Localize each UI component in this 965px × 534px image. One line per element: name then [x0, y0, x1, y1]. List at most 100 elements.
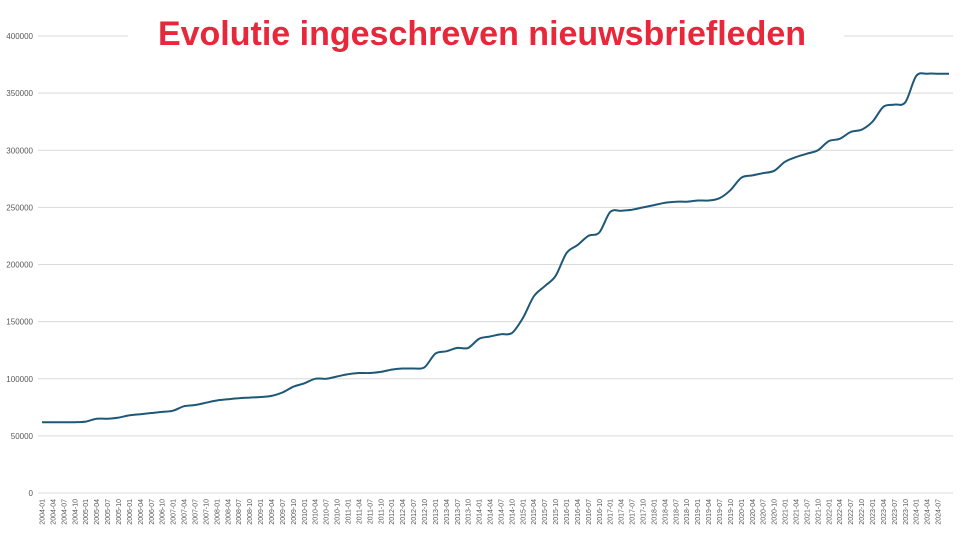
x-tick-label: 2014-04 [488, 499, 495, 525]
y-tick-label: 200000 [6, 261, 33, 270]
data-point [249, 397, 251, 399]
data-point [96, 418, 98, 420]
data-point [620, 210, 622, 212]
data-point [434, 353, 436, 355]
y-tick-label: 150000 [6, 318, 33, 327]
data-point [227, 398, 229, 400]
data-point [380, 371, 382, 373]
data-point [478, 338, 480, 340]
data-point [948, 73, 950, 75]
data-point [915, 75, 917, 77]
x-tick-label: 2020-01 [739, 499, 746, 525]
y-tick-label: 50000 [11, 432, 34, 441]
x-tick-label: 2016-07 [586, 499, 593, 525]
x-tick-label: 2004-07 [61, 499, 68, 525]
data-point [216, 400, 218, 402]
x-tick-label: 2009-04 [269, 499, 276, 525]
x-tick-label: 2010-04 [313, 499, 320, 525]
data-point [675, 201, 677, 203]
data-point [413, 368, 415, 370]
x-tick-label: 2023-07 [892, 499, 899, 525]
x-tick-label: 2024-07 [936, 499, 943, 525]
x-tick-label: 2016-10 [597, 499, 604, 525]
x-tick-label: 2006-07 [149, 499, 156, 525]
x-tick-label: 2010-10 [335, 499, 342, 525]
x-tick-label: 2017-07 [630, 499, 637, 525]
x-tick-label: 2004-01 [40, 499, 47, 525]
x-tick-label: 2016-04 [575, 499, 582, 525]
x-tick-label: 2019-01 [695, 499, 702, 525]
data-point [544, 285, 546, 287]
data-point [522, 317, 524, 319]
x-tick-label: 2021-01 [783, 499, 790, 525]
x-tick-label: 2018-01 [651, 499, 658, 525]
data-point [926, 73, 928, 75]
x-tick-label: 2024-01 [914, 499, 921, 525]
data-point [205, 402, 207, 404]
y-tick-label: 100000 [6, 375, 33, 384]
x-tick-label: 2007-07 [192, 499, 199, 525]
x-tick-label: 2017-10 [641, 499, 648, 525]
x-tick-label: 2004-04 [50, 499, 57, 525]
y-tick-label: 300000 [6, 146, 33, 155]
data-point [740, 177, 742, 179]
data-point [795, 156, 797, 158]
chart-title: Evolutie ingeschreven nieuwsbriefleden [158, 15, 806, 53]
data-point [358, 372, 360, 374]
x-tick-label: 2008-07 [236, 499, 243, 525]
data-point [686, 201, 688, 203]
data-point [347, 373, 349, 375]
x-tick-label: 2011-01 [345, 499, 352, 524]
data-point [467, 347, 469, 349]
x-tick-label: 2006-04 [138, 499, 145, 525]
x-tick-label: 2006-01 [127, 499, 134, 525]
data-point [708, 200, 710, 202]
data-point [609, 211, 611, 213]
data-point [697, 200, 699, 202]
x-tick-label: 2011-04 [356, 499, 363, 524]
x-tick-label: 2018-04 [662, 499, 669, 525]
x-tick-label: 2024-04 [925, 499, 932, 525]
data-point [566, 252, 568, 254]
data-point [806, 153, 808, 155]
data-point [424, 366, 426, 368]
data-point [653, 204, 655, 206]
x-tick-label: 2016-01 [564, 499, 571, 525]
x-tick-label: 2023-01 [870, 499, 877, 525]
data-point [577, 244, 579, 246]
data-point [260, 396, 262, 398]
data-point [74, 421, 76, 423]
data-point [642, 206, 644, 208]
x-tick-label: 2004-10 [72, 499, 79, 525]
data-point [194, 404, 196, 406]
x-tick-label: 2023-04 [881, 499, 888, 525]
data-point [664, 202, 666, 204]
data-point [587, 235, 589, 237]
y-tick-label: 400000 [6, 32, 33, 41]
x-tick-label: 2022-01 [826, 499, 833, 525]
x-tick-label: 2005-04 [94, 499, 101, 525]
x-tick-label: 2012-07 [411, 499, 418, 525]
data-point [533, 296, 535, 298]
data-point [391, 369, 393, 371]
x-tick-label: 2020-04 [750, 499, 757, 525]
x-tick-label: 2008-04 [225, 499, 232, 525]
data-point [325, 378, 327, 380]
x-tick-label: 2021-04 [794, 499, 801, 525]
x-tick-label: 2017-01 [608, 499, 615, 525]
x-tick-label: 2022-07 [848, 499, 855, 525]
data-point [719, 197, 721, 199]
x-tick-label: 2014-10 [509, 499, 516, 525]
x-tick-label: 2012-01 [389, 499, 396, 525]
data-point [183, 405, 185, 407]
data-point [139, 413, 141, 415]
data-point [128, 414, 130, 416]
data-point [882, 106, 884, 108]
x-tick-label: 2005-10 [116, 499, 123, 525]
data-point [85, 421, 87, 423]
x-tick-label: 2015-04 [531, 499, 538, 525]
x-axis-ticks: 2004-01 2004-04 2004-07 2004-10 2005-01 2005-… [40, 499, 943, 525]
data-point [861, 129, 863, 131]
data-point [445, 350, 447, 352]
x-tick-label: 2019-10 [728, 499, 735, 525]
